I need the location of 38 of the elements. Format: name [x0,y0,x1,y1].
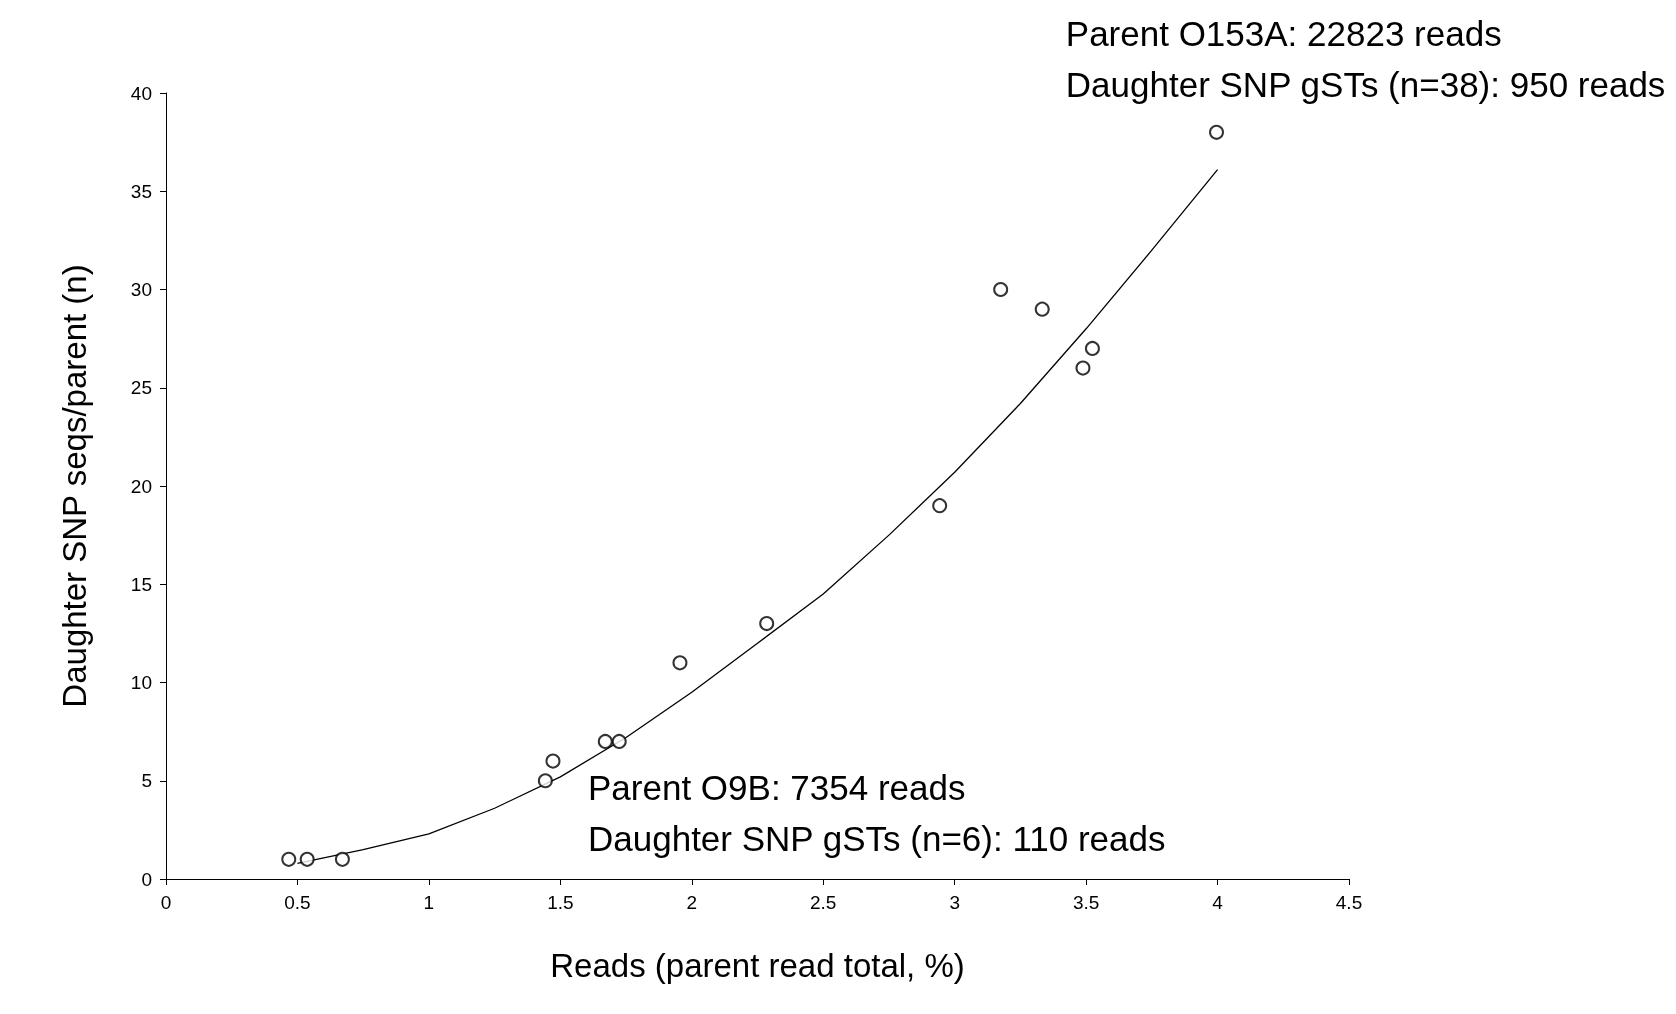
y-tick-label: 30 [130,279,152,300]
x-axis-title: Reads (parent read total, %) [550,947,965,984]
point [932,498,948,514]
x-tick-label: 0 [160,892,172,913]
y-axis-title: Daughter SNP seqs/parent (n) [56,264,93,708]
point [1209,124,1224,140]
point [1075,360,1091,376]
x-tick-label: 0.5 [284,892,311,913]
point [672,655,688,671]
point [545,753,561,769]
x-tick-label: 1.5 [547,892,574,913]
point [611,733,627,749]
point [281,851,297,867]
x-tick-label: 4 [1212,892,1224,913]
x-tick-label: 3.5 [1072,892,1100,913]
annotation: Parent O9B: 7354 reads Daughter SNP gSTs (n=6): 110 reads [588,768,1166,858]
y-tick-label: 20 [130,475,152,497]
point [1084,340,1100,356]
y-tick-label: 25 [130,377,152,399]
y-tick-label: 35 [130,180,152,202]
point [537,773,553,789]
y-tick-label: 40 [130,82,152,104]
point [759,616,775,632]
x-tick-label: 3 [949,892,960,913]
x-tick-label: 2 [686,892,698,913]
x-tick-label: 1 [423,892,435,913]
x-tick-label: 4.5 [1335,892,1363,913]
point [299,851,315,867]
point [334,851,350,867]
y-tick-label: 5 [141,770,152,792]
point [597,733,613,749]
annotation: Parent O153A: 22823 reads Daughter SNP gSTs (n=38): 950 reads [1065,14,1666,104]
y-tick-label: 10 [130,672,152,693]
point [1034,301,1050,317]
y-tick-label: 15 [130,573,152,595]
point [993,282,1009,297]
x-tick-label: 2.5 [810,892,837,913]
y-tick-label: 0 [141,868,152,890]
